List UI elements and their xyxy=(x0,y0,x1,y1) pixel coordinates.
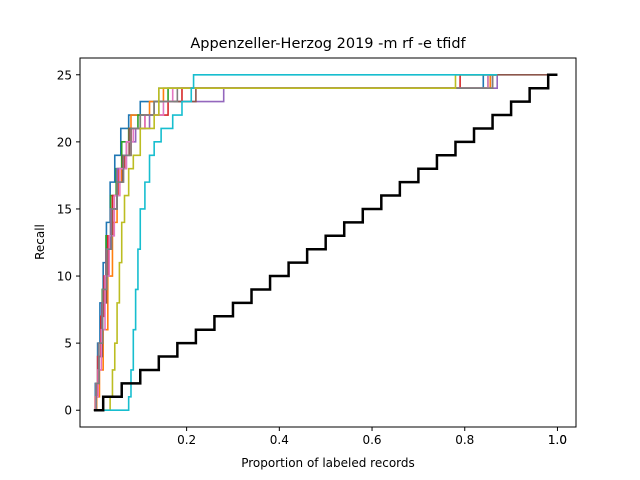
series-line-10 xyxy=(93,73,498,412)
x-tick-label: 0.8 xyxy=(455,433,474,447)
x-tick-label: 0.6 xyxy=(362,433,381,447)
x-tick-label: 0.4 xyxy=(270,433,289,447)
y-axis-label: Recall xyxy=(33,224,47,260)
x-tick-label: 1.0 xyxy=(548,433,567,447)
series-group xyxy=(93,73,558,412)
y-axis: 0 5 10 15 20 25 xyxy=(57,68,80,418)
x-axis-label: Proportion of labeled records xyxy=(241,456,415,470)
x-axis: 0.2 0.4 0.6 0.8 1.01.0 xyxy=(177,427,567,447)
series-line-7 xyxy=(93,73,498,412)
x-tick-label-overlap: 1.0 xyxy=(548,433,567,447)
chart-title: Appenzeller-Herzog 2019 -m rf -e tfidf xyxy=(190,36,466,52)
y-tick-label: 20 xyxy=(57,135,72,149)
y-tick-label: 0 xyxy=(64,404,72,418)
series-line-8 xyxy=(93,73,498,412)
series-line-9 xyxy=(93,73,498,412)
x-tick-label: 0.2 xyxy=(177,433,196,447)
plot-frame xyxy=(79,57,577,428)
y-tick-label: 5 xyxy=(64,337,72,351)
series-line-random-baseline xyxy=(93,73,558,412)
y-tick-label: 25 xyxy=(57,68,72,82)
y-tick-label: 10 xyxy=(57,270,72,284)
y-tick-label: 15 xyxy=(57,202,72,216)
